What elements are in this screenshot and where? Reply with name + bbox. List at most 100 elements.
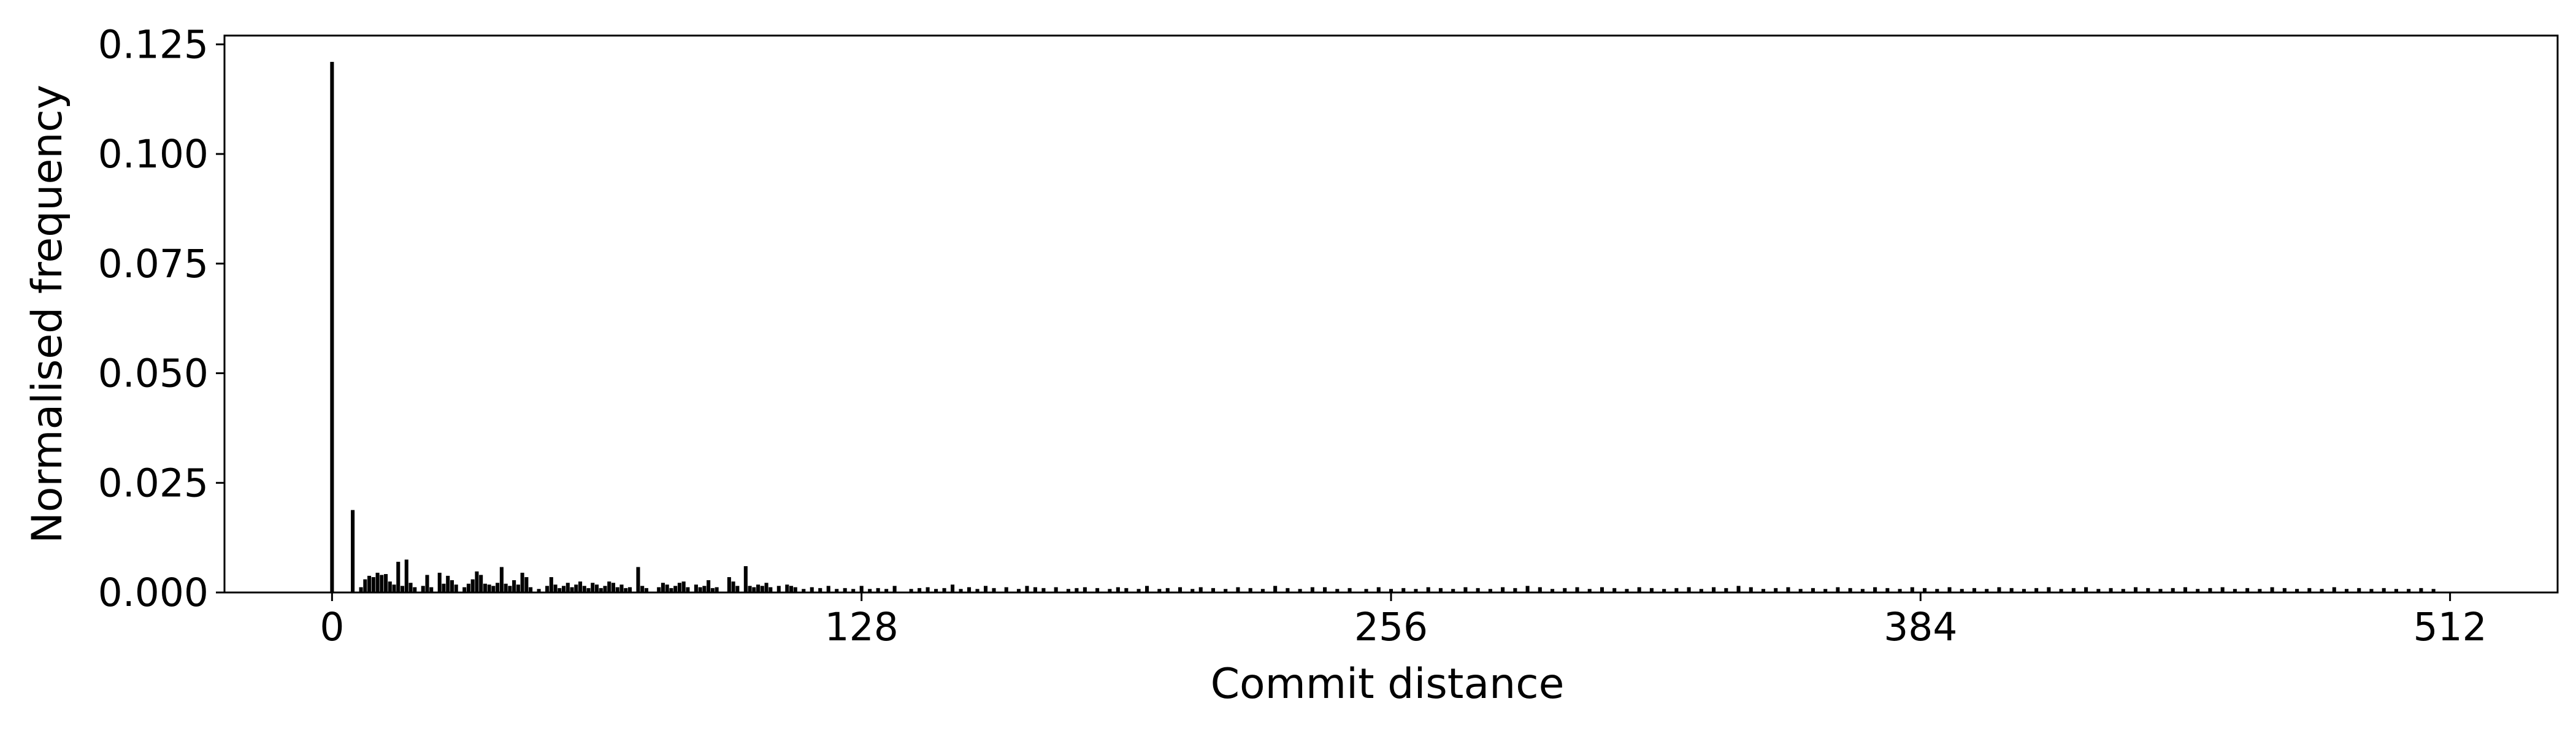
- bar-distance-271: [1451, 589, 1455, 592]
- bar-distance-472: [2282, 588, 2287, 592]
- bar-distance-126: [851, 589, 856, 592]
- bar-distance-240: [1323, 587, 1327, 592]
- bar-distance-152: [959, 589, 963, 592]
- bar-distance-246: [1347, 588, 1352, 592]
- bar-distance-364: [1836, 587, 1840, 592]
- bar-distance-451: [2196, 589, 2200, 592]
- bar-distance-436: [2134, 587, 2138, 592]
- bar-distance-33: [466, 583, 470, 592]
- bar-distance-222: [1248, 588, 1252, 592]
- bar-distance-178: [1066, 589, 1070, 592]
- bar-distance-322: [1662, 589, 1666, 592]
- bar-distance-62: [586, 588, 591, 592]
- bar-distance-277: [1476, 588, 1480, 592]
- bar-distance-250: [1364, 589, 1368, 592]
- bar-distance-325: [1674, 588, 1679, 592]
- bar-distance-68: [611, 583, 616, 592]
- bar-distance-53: [549, 577, 553, 592]
- bar-distance-118: [818, 588, 822, 592]
- bar-distance-106: [769, 587, 773, 592]
- bar-distance-76: [644, 588, 648, 592]
- bar-distance-136: [892, 586, 897, 592]
- bar-distance-66: [603, 586, 607, 592]
- bar-distance-40: [496, 583, 500, 592]
- bar-distance-83: [673, 586, 678, 592]
- bar-distance-475: [2295, 589, 2299, 592]
- bar-distance-197: [1145, 586, 1149, 592]
- bar-distance-180: [1075, 588, 1079, 592]
- bar-distance-22: [421, 586, 425, 592]
- bar-distance-163: [1004, 587, 1008, 592]
- bar-distance-213: [1211, 588, 1216, 592]
- bar-distance-85: [681, 581, 686, 592]
- bar-distance-18: [404, 559, 408, 592]
- bar-distance-50: [537, 589, 541, 592]
- bar-distance-268: [1438, 588, 1443, 592]
- bar-distance-30: [454, 585, 458, 592]
- bar-distance-69: [615, 587, 619, 592]
- bar-distance-74: [636, 567, 640, 592]
- bar-distance-234: [1298, 589, 1302, 592]
- y-tick-label: 0.000: [98, 570, 209, 615]
- bar-distance-102: [752, 587, 756, 592]
- bar-distance-478: [2307, 588, 2312, 592]
- bar-distance-122: [835, 589, 839, 592]
- bar-distance-349: [1774, 588, 1778, 592]
- bar-distance-52: [545, 586, 550, 592]
- bar-distance-105: [764, 583, 769, 592]
- bar-distance-430: [2109, 588, 2113, 592]
- bar-distance-72: [627, 587, 632, 592]
- bar-distance-457: [2220, 587, 2225, 592]
- bar-distance-175: [1054, 587, 1058, 592]
- bar-distance-484: [2332, 587, 2336, 592]
- bar-distance-37: [483, 583, 487, 592]
- bar-distance-38: [487, 585, 491, 592]
- bar-distance-17: [400, 586, 405, 592]
- bar-distance-80: [661, 583, 665, 592]
- bar-distance-86: [686, 587, 690, 592]
- bar-distance-35: [475, 571, 479, 592]
- bar-distance-376: [1885, 588, 1890, 592]
- bar-distance-112: [793, 587, 797, 592]
- bar-distance-75: [640, 586, 645, 592]
- bar-distance-42: [504, 583, 508, 592]
- bar-distance-128: [859, 586, 864, 592]
- bar-distance-280: [1488, 589, 1492, 592]
- bar-distance-373: [1873, 587, 1877, 592]
- bar-distance-47: [524, 577, 529, 592]
- bar-distance-265: [1426, 587, 1430, 592]
- y-tick-label: 0.050: [98, 351, 209, 396]
- bar-distance-28: [446, 575, 450, 592]
- bar-distance-19: [408, 583, 413, 592]
- bar-distance-192: [1124, 588, 1129, 592]
- bar-distance-79: [657, 587, 661, 592]
- bar-distance-41: [499, 567, 504, 592]
- bar-distance-424: [2084, 587, 2088, 592]
- bar-distance-219: [1236, 587, 1240, 592]
- bar-distance-463: [2245, 588, 2250, 592]
- bar-distance-442: [2158, 589, 2163, 592]
- bar-distance-82: [669, 588, 673, 592]
- bar-distance-403: [1997, 587, 2001, 592]
- bar-distance-5: [351, 510, 355, 592]
- bar-distance-88: [694, 585, 698, 592]
- bar-distance-319: [1649, 588, 1654, 592]
- y-tick-label: 0.025: [98, 461, 209, 505]
- bar-distance-166: [1016, 589, 1021, 592]
- bar-distance-237: [1310, 587, 1314, 592]
- y-tick-label: 0.100: [98, 132, 209, 177]
- bar-distance-142: [918, 588, 922, 592]
- bar-distance-67: [607, 581, 611, 592]
- bar-distance-412: [2034, 588, 2039, 592]
- bar-distance-29: [450, 580, 454, 592]
- bar-distance-116: [810, 587, 814, 592]
- bar-distance-134: [884, 589, 889, 592]
- bar-distance-445: [2171, 588, 2175, 592]
- bar-distance-190: [1116, 587, 1120, 592]
- bar-distance-158: [983, 586, 988, 592]
- bar-distance-9: [367, 575, 372, 592]
- x-axis-label: Commit distance: [1211, 660, 1565, 708]
- bar-distance-508: [2431, 589, 2436, 592]
